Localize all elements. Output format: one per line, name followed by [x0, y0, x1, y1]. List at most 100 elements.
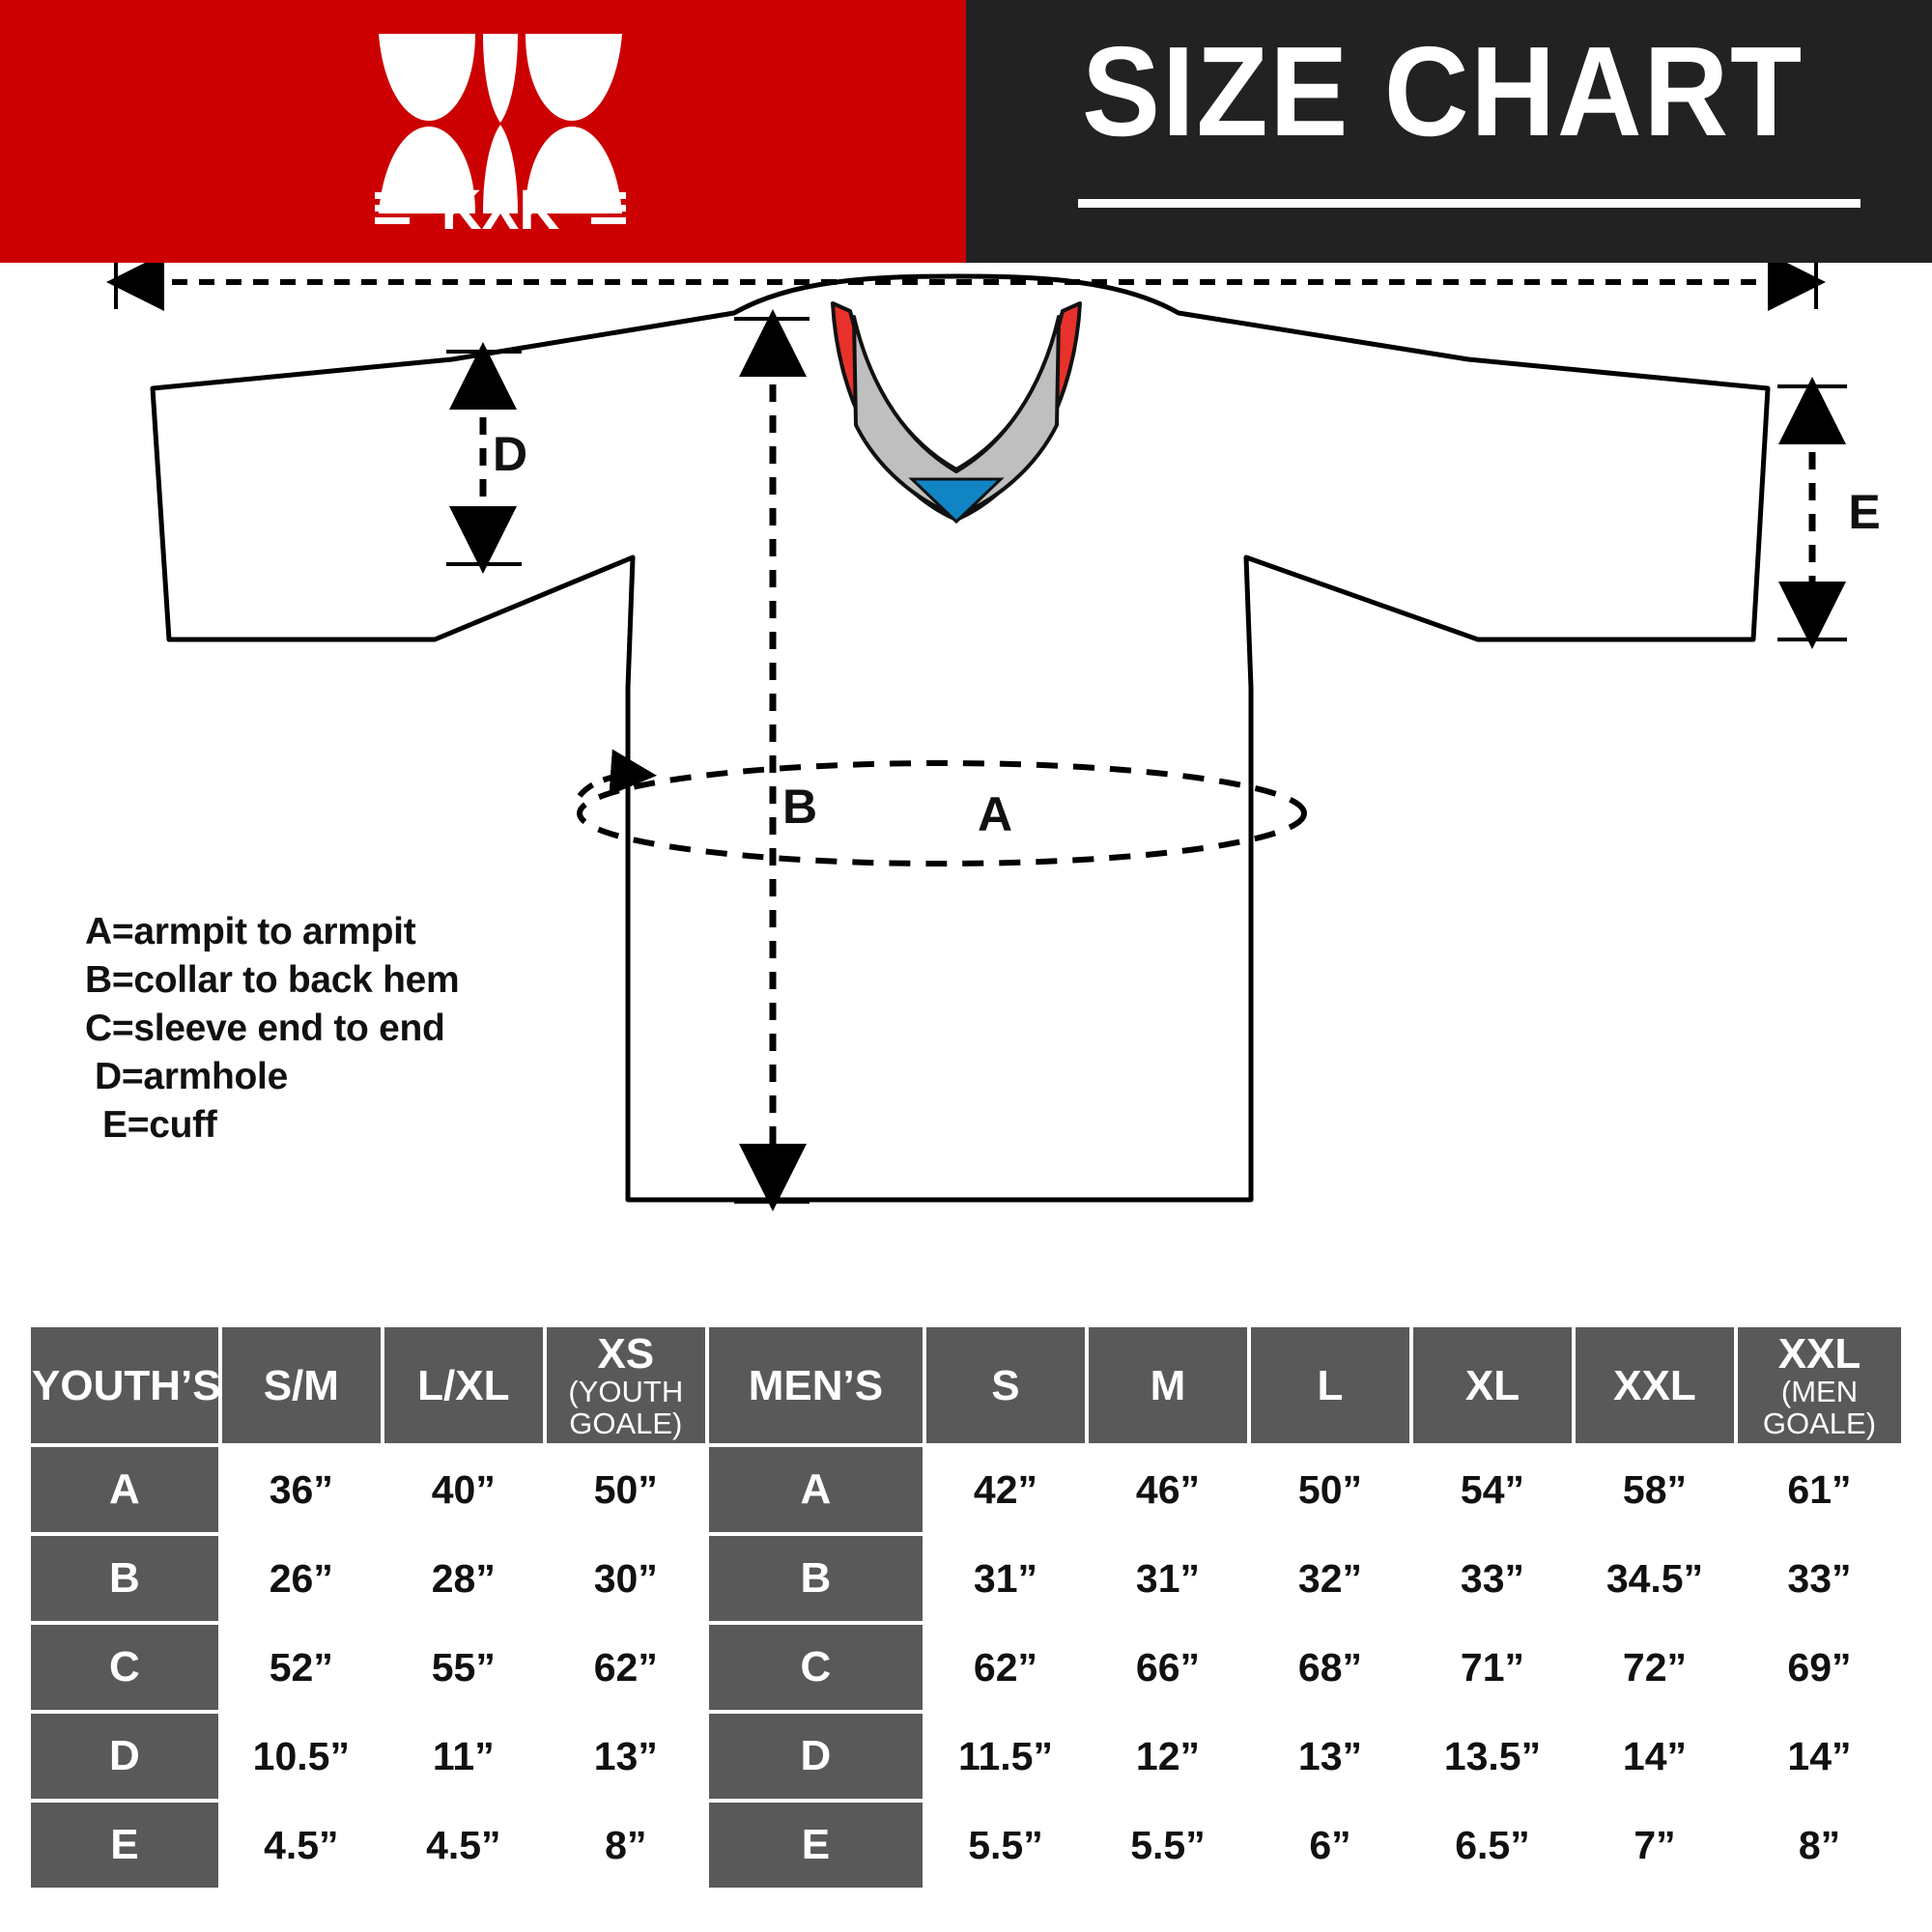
dimension-d-label: D: [493, 427, 527, 481]
mens-row-label-c: C: [708, 1625, 923, 1710]
mens-d-xxl: 14”: [1575, 1714, 1734, 1799]
mens-c-xxlg: 69”: [1737, 1625, 1901, 1710]
youth-d-lxl: 11”: [384, 1714, 543, 1799]
header-brand-panel: KXK: [0, 0, 966, 263]
mens-b-xl: 33”: [1412, 1536, 1572, 1621]
mens-col-0: S: [925, 1327, 1085, 1443]
youth-col-1-main: L/XL: [417, 1361, 510, 1409]
youth-a-lxl: 40”: [384, 1447, 543, 1532]
mens-col-4-main: XXL: [1613, 1361, 1696, 1409]
legend-line-c: C=sleeve end to end: [85, 1008, 445, 1049]
size-chart-table: YOUTH’S S/M L/XL XS (YOUTH GOALE) MEN’S …: [27, 1323, 1905, 1891]
dimension-b: B: [734, 309, 817, 1211]
legend-line-d: D=armhole: [95, 1056, 288, 1097]
mens-b-m: 31”: [1088, 1536, 1247, 1621]
youth-e-sm: 4.5”: [221, 1803, 381, 1888]
kxk-wordmark-icon: KXK: [375, 179, 626, 242]
youth-col-1: L/XL: [384, 1327, 543, 1443]
table-row: B 26” 28” 30” B 31” 31” 32” 33” 34.5” 33…: [31, 1536, 1901, 1621]
youth-b-sm: 26”: [221, 1536, 381, 1621]
dimension-e: E: [1777, 377, 1881, 649]
legend-line-a: A=armpit to armpit: [85, 911, 416, 952]
youth-col-2: XS (YOUTH GOALE): [546, 1327, 705, 1443]
mens-row-label-e: E: [708, 1803, 923, 1888]
youth-c-sm: 52”: [221, 1625, 381, 1710]
youth-row-label-c: C: [31, 1625, 218, 1710]
svg-text:KXK: KXK: [441, 179, 560, 239]
mens-col-2: L: [1250, 1327, 1409, 1443]
collar-inner: [852, 315, 1061, 518]
mens-d-l: 13”: [1250, 1714, 1409, 1799]
mens-col-0-main: S: [991, 1361, 1020, 1409]
mens-col-1-main: M: [1150, 1361, 1186, 1409]
mens-a-xxlg: 61”: [1737, 1447, 1901, 1532]
youth-d-xs: 13”: [546, 1714, 705, 1799]
page-header: KXK SIZE CHART: [0, 0, 1932, 263]
mens-c-l: 68”: [1250, 1625, 1409, 1710]
mens-col-5-sub: (MEN GOALE): [1762, 1374, 1877, 1440]
youth-e-xs: 8”: [546, 1803, 705, 1888]
title-underline: [1078, 199, 1861, 208]
kxk-wordmark: KXK: [375, 179, 626, 242]
youth-a-xs: 50”: [546, 1447, 705, 1532]
mens-d-s: 11.5”: [925, 1714, 1085, 1799]
mens-row-label-b: B: [708, 1536, 923, 1621]
measurement-legend: A=armpit to armpit B=collar to back hem …: [85, 908, 460, 1150]
mens-a-m: 46”: [1088, 1447, 1247, 1532]
legend-line-e: E=cuff: [102, 1104, 217, 1146]
table-row: A 36” 40” 50” A 42” 46” 50” 54” 58” 61”: [31, 1447, 1901, 1532]
mens-col-1: M: [1088, 1327, 1247, 1443]
mens-b-xxlg: 33”: [1737, 1536, 1901, 1621]
table-row: C 52” 55” 62” C 62” 66” 68” 71” 72” 69”: [31, 1625, 1901, 1710]
jersey-diagram-svg: C D E B A: [106, 216, 1881, 1211]
dimension-b-label: B: [782, 780, 817, 834]
youth-c-lxl: 55”: [384, 1625, 543, 1710]
mens-b-s: 31”: [925, 1536, 1085, 1621]
youth-a-sm: 36”: [221, 1447, 381, 1532]
table-row: D 10.5” 11” 13” D 11.5” 12” 13” 13.5” 14…: [31, 1714, 1901, 1799]
youth-e-lxl: 4.5”: [384, 1803, 543, 1888]
mens-a-l: 50”: [1250, 1447, 1409, 1532]
youth-col-0: S/M: [221, 1327, 381, 1443]
collar-tongue: [908, 477, 1005, 525]
youth-b-xs: 30”: [546, 1536, 705, 1621]
youth-row-label-b: B: [31, 1536, 218, 1621]
mens-row-label-a: A: [708, 1447, 923, 1532]
youth-row-label-a: A: [31, 1447, 218, 1532]
mens-c-m: 66”: [1088, 1625, 1247, 1710]
mens-col-2-main: L: [1317, 1361, 1344, 1409]
youth-c-xs: 62”: [546, 1625, 705, 1710]
youth-col-2-main: XS: [597, 1329, 655, 1378]
dimension-c-label: C: [925, 263, 959, 268]
mens-e-m: 5.5”: [1088, 1803, 1247, 1888]
mens-group-label: MEN’S: [708, 1327, 923, 1443]
youth-b-lxl: 28”: [384, 1536, 543, 1621]
mens-c-xl: 71”: [1412, 1625, 1572, 1710]
mens-d-xxlg: 14”: [1737, 1714, 1901, 1799]
youth-group-label: YOUTH’S: [31, 1327, 221, 1443]
mens-c-s: 62”: [925, 1625, 1085, 1710]
page-title: SIZE CHART: [1082, 20, 1804, 162]
mens-b-l: 32”: [1250, 1536, 1409, 1621]
mens-col-5-main: XXL: [1777, 1329, 1861, 1378]
mens-col-4: XXL: [1575, 1327, 1734, 1443]
kxk-logo: KXK: [375, 20, 626, 242]
table-row: E 4.5” 4.5” 8” E 5.5” 5.5” 6” 6.5” 7” 8”: [31, 1803, 1901, 1888]
mens-col-3: XL: [1412, 1327, 1572, 1443]
mens-e-xxl: 7”: [1575, 1803, 1734, 1888]
mens-col-3-main: XL: [1464, 1361, 1520, 1409]
header-title-panel: SIZE CHART: [966, 0, 1932, 263]
mens-e-xl: 6.5”: [1412, 1803, 1572, 1888]
dimension-e-label: E: [1848, 485, 1880, 539]
table-header-row: YOUTH’S S/M L/XL XS (YOUTH GOALE) MEN’S …: [31, 1327, 1901, 1443]
mens-row-label-d: D: [708, 1714, 923, 1799]
mens-e-l: 6”: [1250, 1803, 1409, 1888]
jersey-diagram: C D E B A: [0, 216, 1932, 1306]
mens-a-xxl: 58”: [1575, 1447, 1734, 1532]
youth-col-0-main: S/M: [263, 1361, 339, 1409]
dimension-d: D: [446, 342, 527, 574]
mens-col-5: XXL (MEN GOALE): [1737, 1327, 1901, 1443]
mens-e-xxlg: 8”: [1737, 1803, 1901, 1888]
mens-a-xl: 54”: [1412, 1447, 1572, 1532]
dimension-a-label: A: [978, 787, 1012, 841]
